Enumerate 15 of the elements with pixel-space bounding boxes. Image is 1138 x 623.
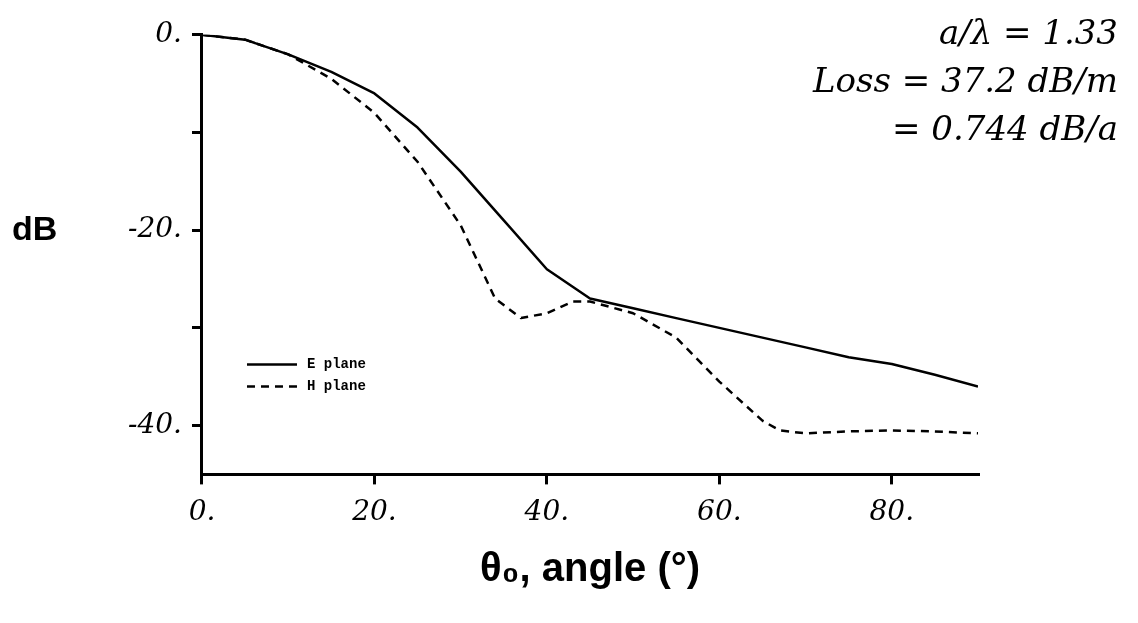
y-tick-label: 0. — [155, 16, 182, 50]
y-tick-label: -20. — [127, 211, 182, 245]
x-tick-label: 20. — [351, 494, 397, 528]
x-tick-label: 0. — [188, 494, 216, 528]
x-tick-label: 80. — [869, 494, 915, 528]
annotation: a/λ = 1.33 — [938, 11, 1118, 52]
y-axis-title: dB — [12, 208, 58, 247]
annotation: = 0.744 dB/a — [892, 107, 1118, 148]
legend-label: H plane — [306, 377, 366, 394]
y-tick-label: -40. — [127, 406, 182, 440]
x-tick-label: 60. — [697, 494, 742, 528]
x-axis-title: θ₀, angle (°) — [479, 545, 701, 590]
annotation: Loss = 37.2 dB/m — [811, 59, 1118, 100]
x-tick-label: 40. — [523, 494, 570, 528]
legend-label: E plane — [306, 355, 366, 372]
